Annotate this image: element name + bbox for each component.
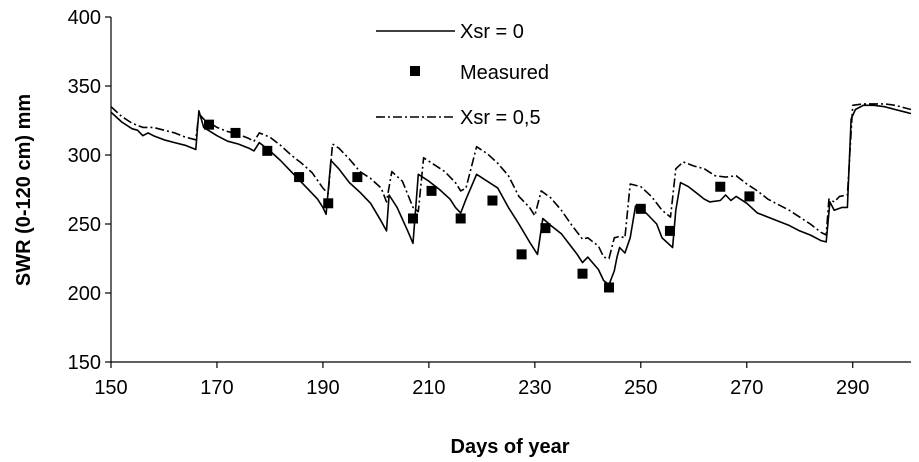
measured-point [487, 195, 498, 206]
series-line-xsr05 [110, 103, 912, 260]
series-line-xsr0 [110, 104, 912, 286]
legend-label-measured: Measured [460, 62, 549, 84]
y-axis-title: SWR (0-120 cm) mm [13, 94, 35, 286]
measured-point [635, 203, 646, 214]
measured-point [426, 185, 437, 196]
axes [110, 17, 911, 363]
measured-point [577, 268, 588, 279]
x-tick-label: 250 [624, 377, 657, 399]
y-ticks: 150 200 250 300 350 400 [68, 7, 111, 374]
x-axis-title: Days of year [451, 436, 570, 458]
x-tick-label: 270 [730, 377, 763, 399]
measured-point [516, 249, 527, 260]
y-tick-label: 300 [68, 145, 101, 167]
x-tick-label: 190 [306, 377, 339, 399]
legend-label-xsr05: Xsr = 0,5 [460, 107, 541, 129]
measured-point [744, 191, 755, 202]
y-tick-label: 150 [68, 352, 101, 374]
measured-point [455, 213, 466, 224]
x-tick-label: 230 [518, 377, 551, 399]
x-tick-label: 150 [94, 377, 127, 399]
legend-swatch-measured [410, 66, 420, 76]
x-tick-label: 170 [200, 377, 233, 399]
y-tick-label: 400 [68, 7, 101, 29]
series-layer [110, 103, 912, 293]
measured-point [715, 181, 726, 192]
y-tick-label: 250 [68, 214, 101, 236]
x-tick-label: 290 [836, 377, 869, 399]
legend-label-xsr0: Xsr = 0 [460, 21, 524, 43]
measured-point [407, 213, 418, 224]
measured-point [204, 119, 215, 130]
measured-point [352, 172, 363, 183]
measured-point [294, 172, 305, 183]
measured-point [323, 198, 334, 209]
measured-point [664, 225, 675, 236]
measured-point [262, 145, 273, 156]
measured-point [604, 282, 615, 293]
legend: Xsr = 0 Measured Xsr = 0,5 [376, 21, 549, 129]
y-tick-label: 350 [68, 76, 101, 98]
y-tick-label: 200 [68, 283, 101, 305]
x-tick-label: 210 [412, 377, 445, 399]
x-ticks: 150 170 190 210 230 250 270 290 [94, 362, 869, 399]
measured-point [540, 223, 551, 234]
